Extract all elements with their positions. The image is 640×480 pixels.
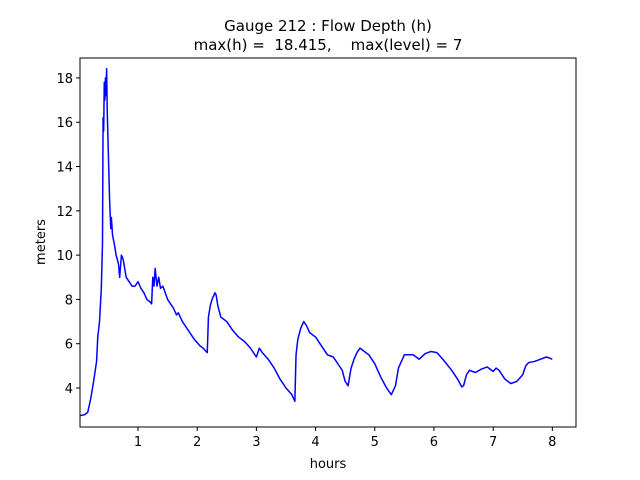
x-tick-label: 7 [489,435,497,450]
x-tick-label: 5 [371,435,379,450]
x-tick-label: 8 [548,435,556,450]
y-tick-label: 4 [65,382,73,397]
x-axis-label: hours [310,457,347,472]
y-tick-label: 12 [56,205,73,220]
y-tick-label: 14 [56,161,73,176]
x-tick-label: 6 [430,435,438,450]
y-tick-label: 8 [65,293,73,308]
y-tick-label: 10 [56,249,73,264]
x-tick-label: 3 [252,435,260,450]
y-axis-label: meters [34,219,49,265]
chart-subtitle: max(h) = 18.415, max(level) = 7 [194,36,463,54]
x-tick-label: 1 [134,435,142,450]
line-series [79,67,553,417]
x-tick-label: 4 [311,435,319,450]
chart-title: Gauge 212 : Flow Depth (h) [224,17,432,35]
y-tick-label: 6 [65,338,73,353]
y-tick-label: 18 [56,72,73,87]
x-tick-label: 2 [193,435,201,450]
y-tick-label: 16 [56,116,73,131]
plot-frame [79,57,577,428]
